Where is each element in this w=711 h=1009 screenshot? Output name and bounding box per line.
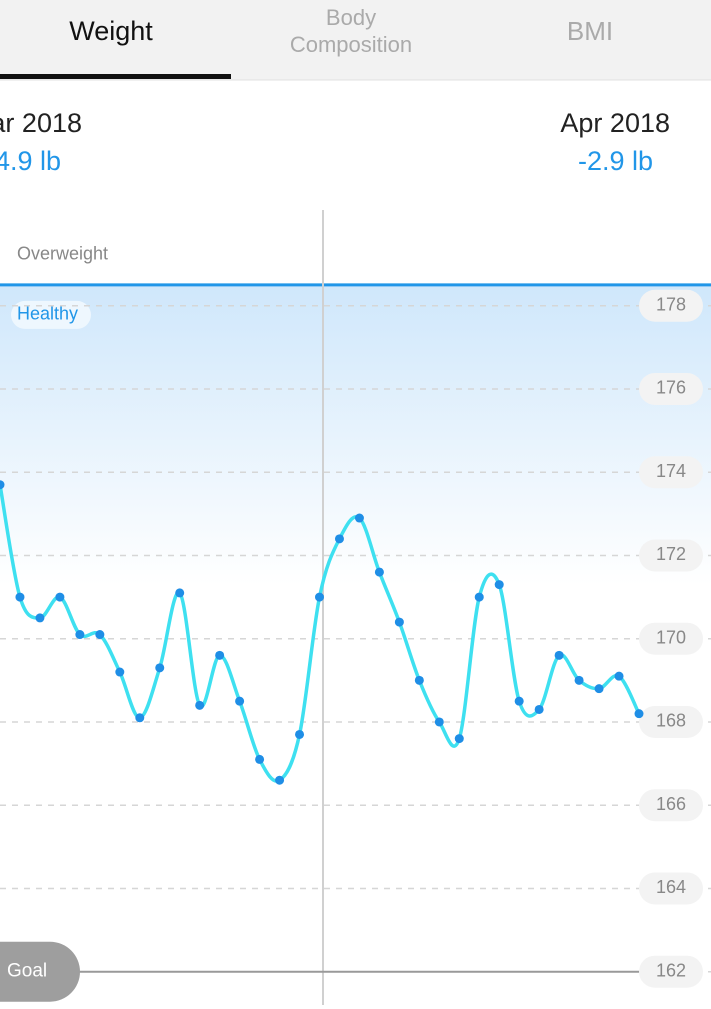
y-tick-label: 178 [656,294,686,314]
tab[interactable]: BMI [567,16,613,46]
weight-point [0,480,5,490]
weight-line [0,484,641,783]
weight-point [35,613,45,623]
weight-point [295,729,305,739]
chart: Overweight Healthy 162 164 166 168 170 172 174 17… [0,210,711,1005]
period-month: Apr 2018 [560,108,670,138]
tick-pill [639,955,703,988]
period-change: -4.9 lb [0,146,61,176]
weight-point [195,700,205,710]
zone-label: Overweight [17,244,108,264]
weight-point [75,630,85,640]
y-tick-label: 168 [656,711,686,731]
zone-label: Healthy [17,304,78,324]
goal-pill [0,941,80,1002]
y-tick-label: 170 [656,627,686,647]
weight-point [494,580,504,590]
weight-point [334,534,344,544]
tick-pill [639,789,703,822]
tab[interactable]: Body [326,5,376,30]
tick-pill [639,372,703,405]
weight-point [135,713,145,723]
weight-point [634,709,644,719]
weight-point [434,717,444,727]
tick-pill [639,622,703,655]
y-tick-label: 164 [656,877,686,897]
y-tick-label: 166 [656,794,686,814]
tick-pill [639,872,703,905]
tick-pill [639,456,703,489]
weight-point [414,675,424,685]
weight-point [275,775,285,785]
weight-point [175,588,185,598]
tab[interactable]: Weight [69,16,153,46]
weight-point [554,650,564,660]
weight-point [354,513,364,523]
weight-point [115,667,125,677]
tick-pill [639,289,703,322]
tab-indicator [0,74,231,79]
weight-point [574,675,584,685]
y-tick-label: 172 [656,544,686,564]
tab-bar [0,0,711,80]
weight-point [594,684,604,694]
weight-point [534,704,544,714]
tick-pill [639,705,703,738]
tab[interactable]: Composition [290,32,412,57]
weight-point [155,663,165,673]
weight-point [95,630,105,640]
weight-point [15,592,25,602]
weight-point [374,567,384,577]
healthy-zone [0,284,711,585]
period-change: -2.9 lb [578,146,653,176]
weight-point [614,671,624,681]
weight-point [454,734,464,744]
weight-point [255,754,265,764]
y-tick-label: 176 [656,378,686,398]
zone-pill [11,300,91,329]
y-tick-label: 174 [656,461,686,481]
period-month: Mar 2018 [0,108,82,138]
tick-pill [639,539,703,572]
weight-point [474,592,484,602]
weight-point [235,696,245,706]
weight-point [514,696,524,706]
weight-point [394,617,404,627]
goal-label: Goal [7,961,47,982]
weight-point [315,592,324,602]
weight-point [55,592,65,602]
weight-point [215,650,225,660]
y-tick-label: 162 [656,960,686,980]
